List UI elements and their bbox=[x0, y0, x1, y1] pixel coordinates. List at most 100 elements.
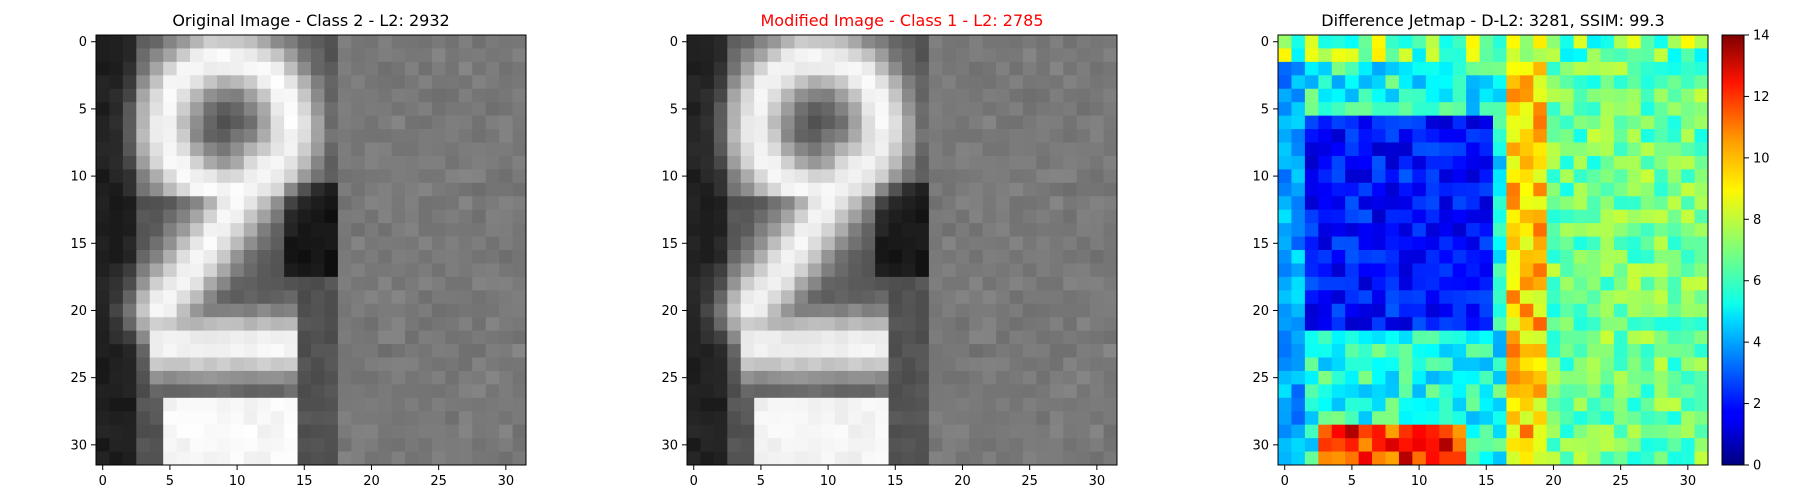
pixel-cell bbox=[982, 370, 997, 385]
pixel-cell bbox=[485, 250, 500, 264]
pixel-cell bbox=[1533, 236, 1548, 251]
pixel-cell bbox=[996, 370, 1010, 385]
pixel-cell bbox=[297, 155, 312, 170]
pixel-cell bbox=[203, 303, 218, 318]
pixel-cell bbox=[807, 209, 822, 224]
pixel-cell bbox=[1385, 438, 1400, 452]
pixel-cell bbox=[767, 196, 782, 211]
pixel-cell bbox=[122, 330, 137, 345]
pixel-cell bbox=[1398, 290, 1413, 305]
pixel-cell bbox=[687, 61, 701, 76]
pixel-cell bbox=[378, 88, 392, 103]
pixel-cell bbox=[1439, 303, 1454, 318]
pixel-cell bbox=[1493, 236, 1507, 251]
pixel-cell bbox=[807, 344, 822, 358]
pixel-cell bbox=[485, 370, 500, 385]
pixel-cell bbox=[713, 397, 728, 412]
pixel-cell bbox=[1049, 344, 1064, 358]
pixel-cell bbox=[472, 357, 487, 372]
pixel-cell bbox=[472, 48, 487, 63]
pixel-cell bbox=[902, 155, 916, 170]
pixel-cell bbox=[1022, 370, 1037, 385]
pixel-cell bbox=[713, 357, 728, 372]
pixel-cell bbox=[1493, 424, 1507, 439]
pixel-cell bbox=[364, 48, 379, 63]
pixel-cell bbox=[136, 129, 151, 143]
pixel-cell bbox=[472, 424, 487, 439]
pixel-cell bbox=[1036, 223, 1051, 237]
pixel-cell bbox=[794, 263, 809, 278]
pixel-cell bbox=[364, 424, 379, 439]
pixel-cell bbox=[1318, 75, 1333, 90]
pixel-cell bbox=[1412, 411, 1427, 426]
pixel-cell bbox=[1425, 263, 1440, 278]
pixel-cell bbox=[337, 303, 352, 318]
pixel-cell bbox=[109, 330, 124, 345]
pixel-cell bbox=[1560, 182, 1574, 197]
pixel-cell bbox=[781, 35, 795, 49]
pixel-cell bbox=[1345, 263, 1359, 278]
pixel-cell bbox=[230, 209, 245, 224]
pixel-cell bbox=[888, 75, 903, 90]
pixel-cell bbox=[1681, 142, 1695, 157]
pixel-cell bbox=[902, 196, 916, 211]
pixel-cell bbox=[794, 451, 809, 466]
pixel-cell bbox=[1372, 290, 1386, 305]
pixel-cell bbox=[176, 88, 191, 103]
pixel-cell bbox=[982, 276, 997, 291]
pixel-cell bbox=[512, 357, 527, 372]
pixel-cell bbox=[190, 102, 204, 116]
pixel-cell bbox=[391, 182, 406, 197]
pixel-cell bbox=[364, 142, 379, 157]
pixel-cell bbox=[915, 35, 930, 49]
pixel-cell bbox=[337, 357, 352, 372]
pixel-cell bbox=[1452, 370, 1467, 385]
pixel-cell bbox=[1573, 290, 1588, 305]
pixel-cell bbox=[1479, 250, 1494, 264]
pixel-cell bbox=[1412, 196, 1427, 211]
pixel-cell bbox=[969, 397, 983, 412]
pixel-cell bbox=[807, 438, 822, 452]
pixel-cell bbox=[1493, 357, 1507, 372]
title-original: Original Image - Class 2 - L2: 2932 bbox=[172, 11, 449, 30]
pixel-cell bbox=[405, 276, 419, 291]
pixel-cell bbox=[445, 370, 460, 385]
pixel-cell bbox=[1493, 48, 1507, 63]
pixel-cell bbox=[1640, 411, 1655, 426]
pixel-cell bbox=[1385, 35, 1400, 49]
pixel-cell bbox=[499, 88, 513, 103]
pixel-cell bbox=[1439, 317, 1454, 331]
pixel-cell bbox=[1063, 209, 1078, 224]
pixel-cell bbox=[149, 129, 164, 143]
pixel-cell bbox=[337, 102, 352, 116]
pixel-cell bbox=[1345, 424, 1359, 439]
pixel-cell bbox=[122, 169, 137, 184]
pixel-cell bbox=[431, 330, 446, 345]
pixel-cell bbox=[337, 344, 352, 358]
pixel-cell bbox=[996, 88, 1010, 103]
pixel-cell bbox=[1506, 115, 1521, 130]
pixel-cell bbox=[1076, 451, 1091, 466]
pixel-cell bbox=[807, 35, 822, 49]
pixel-cell bbox=[337, 438, 352, 452]
pixel-cell bbox=[512, 384, 527, 399]
pixel-cell bbox=[794, 169, 809, 184]
pixel-cell bbox=[1063, 88, 1078, 103]
pixel-cell bbox=[902, 142, 916, 157]
pixel-cell bbox=[928, 129, 943, 143]
pixel-cell bbox=[1600, 424, 1615, 439]
pixel-cell bbox=[687, 290, 701, 305]
pixel-cell bbox=[1479, 290, 1494, 305]
pixel-cell bbox=[1103, 75, 1118, 90]
pixel-cell bbox=[1466, 75, 1480, 90]
pixel-cell bbox=[1385, 236, 1400, 251]
pixel-cell bbox=[445, 182, 460, 197]
pixel-cell bbox=[928, 236, 943, 251]
pixel-cell bbox=[1425, 182, 1440, 197]
pixel-cell bbox=[1506, 330, 1521, 345]
pixel-cell bbox=[821, 35, 836, 49]
pixel-cell bbox=[445, 303, 460, 318]
pixel-cell bbox=[1090, 142, 1104, 157]
pixel-cell bbox=[1466, 129, 1480, 143]
pixel-cell bbox=[902, 276, 916, 291]
